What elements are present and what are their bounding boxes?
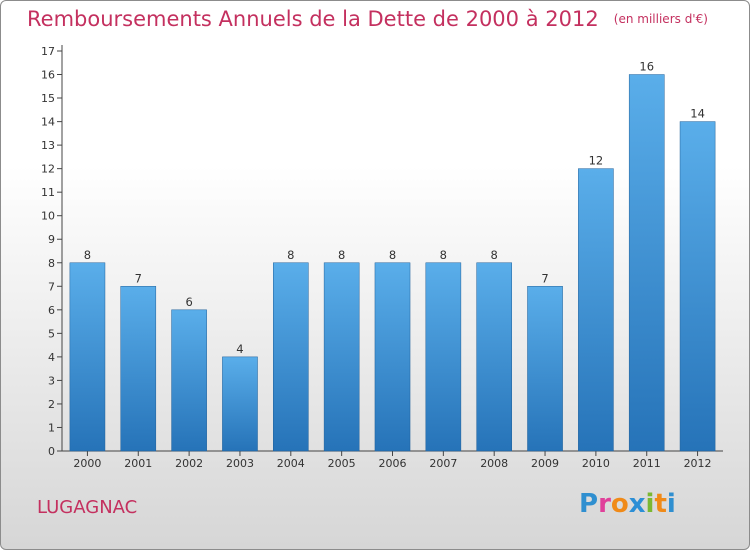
x-tick-label: 2009 [531,457,559,470]
logo-letter: t [654,489,667,519]
y-tick-label: 0 [48,445,55,458]
logo-letter: i [666,489,676,519]
data-label: 16 [639,60,654,74]
x-tick-label: 2012 [684,457,712,470]
data-label: 4 [236,342,243,356]
logo-letter: r [598,489,611,519]
bar-2005 [323,262,360,452]
logo-letter: x [628,489,646,519]
data-label: 7 [135,271,142,285]
x-tick-label: 2003 [226,457,254,470]
commune-name: LUGAGNAC [37,497,138,518]
data-label: 14 [690,107,705,121]
y-tick-label: 4 [48,351,55,364]
bar-2006 [374,262,411,452]
logo-letter: P [579,489,599,519]
chart-unit: (en milliers d'€) [613,12,708,26]
y-tick-label: 11 [41,186,55,199]
bar-2003 [222,356,258,452]
data-label: 8 [491,248,498,262]
bar-2000 [69,262,106,452]
chart-title-row: Remboursements Annuels de la Dette de 20… [27,7,708,31]
data-label: 8 [338,248,345,262]
logo-letter: i [645,489,655,519]
bar-2011 [628,74,665,452]
y-tick-label: 5 [48,327,55,340]
x-tick-label: 2008 [480,457,508,470]
data-label: 8 [84,248,91,262]
data-label: 12 [589,154,604,168]
data-label: 7 [541,271,548,285]
x-tick-label: 2001 [124,457,152,470]
x-tick-label: 2002 [175,457,203,470]
y-tick-label: 9 [48,233,55,246]
y-tick-label: 16 [41,69,55,82]
logo-letter: o [610,489,629,519]
chart-bars [69,74,716,452]
chart-title: Remboursements Annuels de la Dette de 20… [27,7,599,31]
x-tick-label: 2010 [582,457,610,470]
y-tick-label: 1 [48,421,55,434]
x-tick-label: 2007 [429,457,457,470]
bar-2001 [120,286,157,452]
x-tick-label: 2011 [633,457,661,470]
bar-2012 [679,121,716,452]
bar-2010 [578,168,614,452]
y-tick-label: 8 [48,257,55,270]
chart-labels: 2000 8 2001 7 2002 6 2003 4 2004 8 2005 8 2006 8 2007 8… [73,60,711,470]
x-tick-label: 2004 [277,457,305,470]
bar-2009 [527,286,563,452]
bar-2007 [425,262,462,452]
y-tick-label: 13 [41,139,55,152]
y-tick-label: 7 [48,280,55,293]
data-label: 8 [389,248,396,262]
y-tick-label: 14 [41,116,55,129]
y-tick-label: 6 [48,304,55,317]
data-label: 8 [440,248,447,262]
bar-2002 [171,309,207,452]
proxiti-logo: Proxiti [579,489,676,519]
data-label: 8 [287,248,294,262]
x-tick-label: 2000 [73,457,101,470]
data-label: 6 [185,295,192,309]
y-tick-label: 15 [41,92,55,105]
x-tick-label: 2005 [328,457,356,470]
bar-2004 [273,262,309,452]
x-tick-label: 2006 [379,457,407,470]
y-tick-label: 10 [41,210,55,223]
y-tick-label: 2 [48,398,55,411]
y-tick-label: 17 [41,45,55,58]
bar-2008 [476,262,512,452]
y-tick-label: 12 [41,163,55,176]
y-tick-label: 3 [48,374,55,387]
